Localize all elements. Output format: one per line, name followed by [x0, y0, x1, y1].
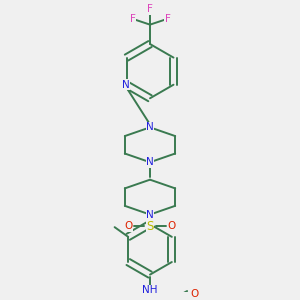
Text: F: F [147, 4, 153, 14]
Text: NH: NH [142, 285, 158, 295]
Text: F: F [164, 14, 170, 24]
Text: O: O [167, 221, 176, 231]
Text: S: S [146, 220, 154, 233]
Text: F: F [130, 14, 136, 24]
Text: N: N [146, 157, 154, 167]
Text: N: N [146, 210, 154, 220]
Text: N: N [146, 122, 154, 132]
Text: N: N [122, 80, 129, 90]
Text: O: O [190, 289, 199, 299]
Text: O: O [124, 221, 133, 231]
